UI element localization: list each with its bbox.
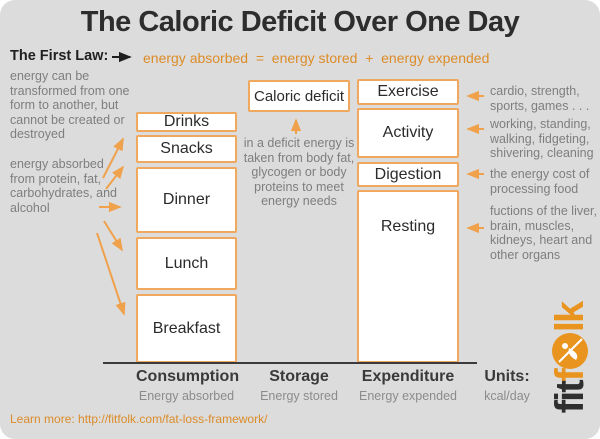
- box-snacks-label: Snacks: [160, 140, 213, 157]
- logo-figure-icon: [552, 333, 588, 370]
- logo-text-fit: fit: [547, 381, 592, 414]
- box-caloric-deficit-label: Caloric deficit: [253, 87, 345, 105]
- box-breakfast: Breakfast: [136, 294, 237, 363]
- box-caloric-deficit: Caloric deficit: [248, 80, 350, 112]
- box-lunch: Lunch: [136, 237, 237, 290]
- axis-sublabel-consumption: Energy absorbed: [138, 389, 235, 403]
- box-digestion-label: Digestion: [374, 165, 442, 183]
- energy-equation: energy absorbed = energy stored + energy…: [143, 50, 490, 66]
- note-activity: working, standing, walking, fidgeting, s…: [490, 117, 594, 160]
- box-resting: Resting: [357, 190, 459, 363]
- note-resting: fuctions of the liver, brain, muscles, k…: [490, 204, 598, 262]
- box-breakfast-label: Breakfast: [152, 319, 221, 337]
- axis-sublabel-storage: Energy stored: [260, 389, 338, 403]
- box-activity: Activity: [357, 108, 459, 158]
- baseline-divider: [103, 362, 477, 364]
- units-value: kcal/day: [484, 389, 530, 403]
- logo-text-lk: lk: [547, 302, 592, 333]
- box-lunch-label: Lunch: [164, 254, 209, 272]
- box-snacks: Snacks: [136, 135, 237, 163]
- box-drinks-label: Drinks: [163, 113, 210, 130]
- box-digestion: Digestion: [357, 162, 459, 187]
- box-activity-label: Activity: [382, 124, 434, 141]
- note-energy-sources: energy absorbed from protein, fat, carbo…: [10, 157, 118, 215]
- axis-label-consumption: Consumption: [136, 368, 240, 385]
- fitfolk-logo: fit f lk: [542, 278, 598, 438]
- axis-sublabel-expenditure: Energy expended: [359, 389, 457, 403]
- axis-label-expenditure: Expenditure: [361, 368, 455, 385]
- units-label: Units:: [484, 368, 530, 385]
- axis-label-storage: Storage: [269, 368, 329, 385]
- note-exercise: cardio, strength, sports, games . . .: [490, 84, 590, 113]
- box-dinner: Dinner: [136, 167, 237, 233]
- learn-more-link[interactable]: Learn more: http://fitfolk.com/fat-loss-…: [10, 412, 268, 426]
- arrow-to-lunch-icon: [103, 220, 123, 252]
- page-title: The Caloric Deficit Over One Day: [80, 6, 520, 38]
- note-first-law-explanation: energy can be transformed from one form …: [10, 69, 130, 141]
- box-exercise: Exercise: [357, 79, 459, 105]
- box-resting-label: Resting: [380, 218, 436, 235]
- arrow-to-breakfast-icon: [96, 232, 126, 316]
- box-drinks: Drinks: [136, 112, 237, 132]
- first-law-label: The First Law:: [10, 48, 109, 64]
- note-deficit-explanation: in a deficit energy is taken from body f…: [243, 136, 355, 208]
- box-dinner-label: Dinner: [162, 191, 211, 208]
- box-exercise-label: Exercise: [377, 83, 439, 100]
- note-digestion: the energy cost of processing food: [490, 167, 590, 196]
- logo-text-f: f: [547, 370, 592, 382]
